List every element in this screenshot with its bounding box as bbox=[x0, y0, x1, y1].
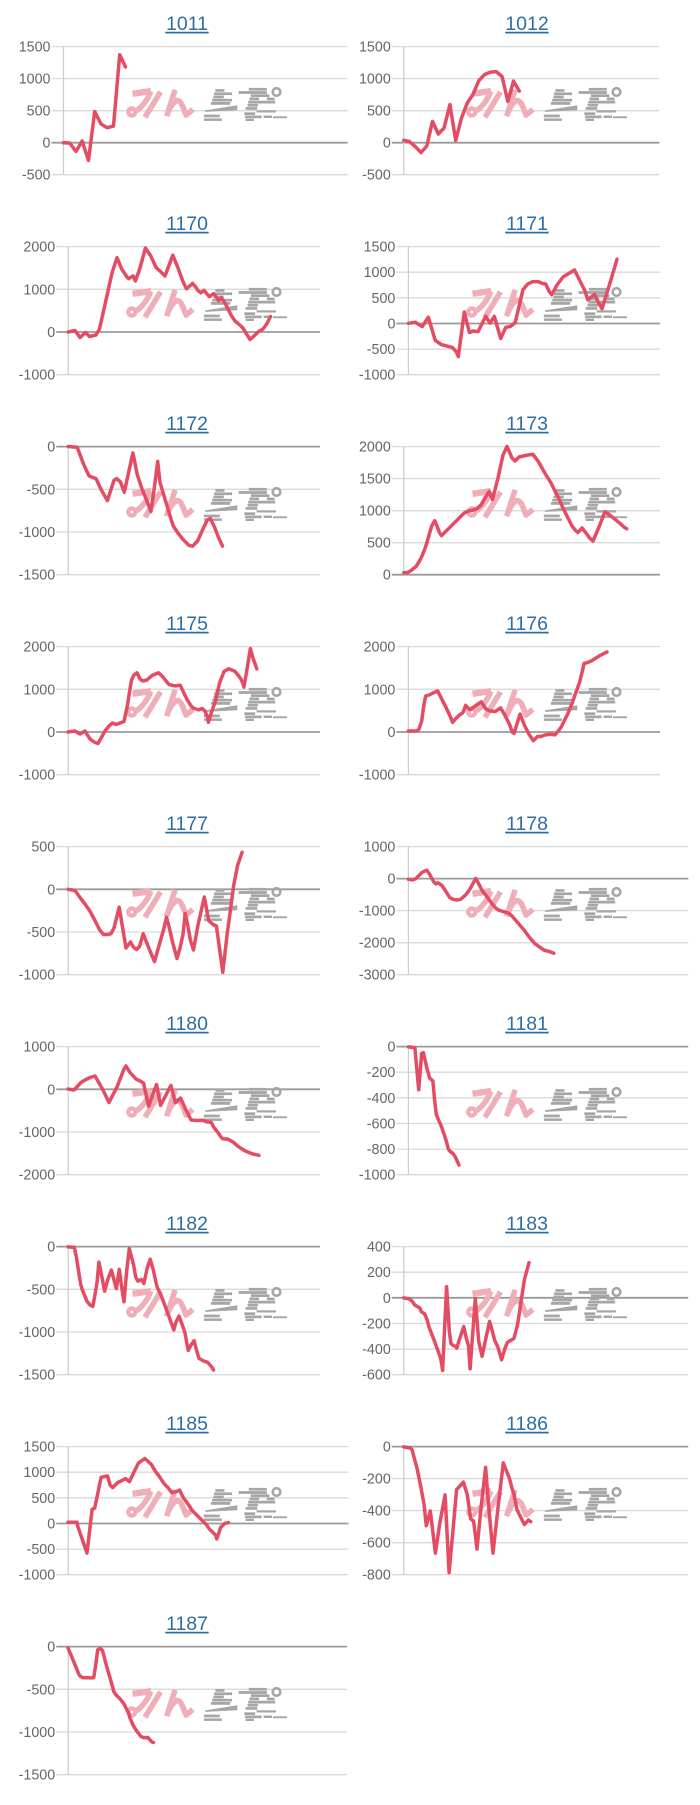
svg-text:0: 0 bbox=[47, 725, 55, 741]
svg-text:-1000: -1000 bbox=[19, 368, 56, 384]
svg-text:1500: 1500 bbox=[359, 40, 391, 56]
svg-text:-1500: -1500 bbox=[19, 1368, 56, 1384]
svg-text:1011: 1011 bbox=[166, 13, 208, 35]
svg-text:-1000: -1000 bbox=[19, 968, 56, 984]
svg-text:-500: -500 bbox=[367, 342, 396, 358]
svg-text:1185: 1185 bbox=[166, 1413, 208, 1435]
svg-text:1171: 1171 bbox=[506, 213, 548, 235]
svg-text:-500: -500 bbox=[27, 1282, 56, 1298]
svg-text:-1000: -1000 bbox=[19, 1325, 56, 1341]
svg-text:1000: 1000 bbox=[364, 840, 396, 856]
svg-text:1172: 1172 bbox=[166, 413, 208, 435]
svg-text:1187: 1187 bbox=[166, 1613, 208, 1635]
svg-text:0: 0 bbox=[47, 440, 55, 456]
svg-text:1000: 1000 bbox=[359, 504, 391, 520]
svg-text:-500: -500 bbox=[27, 1682, 56, 1698]
svg-text:2000: 2000 bbox=[359, 440, 391, 456]
svg-text:0: 0 bbox=[383, 136, 391, 152]
svg-text:2000: 2000 bbox=[364, 640, 396, 656]
svg-text:1177: 1177 bbox=[166, 813, 208, 835]
svg-text:1500: 1500 bbox=[359, 472, 391, 488]
svg-text:1000: 1000 bbox=[364, 265, 396, 281]
svg-text:0: 0 bbox=[383, 1291, 391, 1307]
svg-text:-1500: -1500 bbox=[19, 1768, 56, 1784]
svg-text:1180: 1180 bbox=[166, 1013, 208, 1035]
svg-text:-2000: -2000 bbox=[359, 936, 396, 952]
svg-text:400: 400 bbox=[367, 1240, 391, 1256]
svg-text:-600: -600 bbox=[362, 1536, 391, 1552]
svg-text:-1000: -1000 bbox=[359, 368, 396, 384]
svg-text:-1000: -1000 bbox=[359, 768, 396, 784]
svg-text:1000: 1000 bbox=[23, 282, 55, 298]
svg-text:-1000: -1000 bbox=[19, 1725, 56, 1741]
svg-text:1000: 1000 bbox=[23, 1465, 55, 1481]
svg-text:1500: 1500 bbox=[364, 240, 396, 256]
svg-text:1173: 1173 bbox=[506, 413, 548, 435]
svg-text:1500: 1500 bbox=[23, 1440, 55, 1456]
svg-text:1182: 1182 bbox=[166, 1213, 208, 1235]
svg-text:1000: 1000 bbox=[19, 72, 51, 88]
svg-text:0: 0 bbox=[47, 325, 55, 341]
svg-text:-600: -600 bbox=[362, 1368, 391, 1384]
svg-text:0: 0 bbox=[387, 872, 395, 888]
svg-text:-800: -800 bbox=[362, 1568, 391, 1584]
svg-text:500: 500 bbox=[372, 291, 396, 307]
svg-text:-200: -200 bbox=[362, 1472, 391, 1488]
svg-text:-500: -500 bbox=[27, 482, 56, 498]
svg-text:0: 0 bbox=[387, 725, 395, 741]
svg-text:1012: 1012 bbox=[505, 13, 548, 35]
svg-text:1176: 1176 bbox=[506, 613, 548, 635]
svg-text:-1500: -1500 bbox=[19, 568, 56, 584]
svg-text:-1000: -1000 bbox=[19, 1568, 56, 1584]
svg-text:-200: -200 bbox=[362, 1317, 391, 1333]
svg-text:-500: -500 bbox=[27, 925, 56, 941]
svg-text:-400: -400 bbox=[362, 1504, 391, 1520]
svg-text:0: 0 bbox=[387, 317, 395, 333]
svg-text:500: 500 bbox=[31, 1491, 55, 1507]
svg-text:500: 500 bbox=[31, 840, 55, 856]
svg-text:0: 0 bbox=[47, 1082, 55, 1098]
svg-text:-1000: -1000 bbox=[359, 904, 396, 920]
svg-text:-500: -500 bbox=[22, 168, 51, 184]
svg-text:0: 0 bbox=[43, 136, 51, 152]
svg-text:1183: 1183 bbox=[506, 1213, 548, 1235]
svg-text:-1000: -1000 bbox=[359, 1168, 396, 1184]
svg-text:-1000: -1000 bbox=[19, 768, 56, 784]
svg-text:1000: 1000 bbox=[359, 72, 391, 88]
svg-text:1181: 1181 bbox=[506, 1013, 548, 1035]
svg-text:-2000: -2000 bbox=[19, 1168, 56, 1184]
svg-text:-200: -200 bbox=[367, 1065, 396, 1081]
svg-text:-800: -800 bbox=[367, 1142, 396, 1158]
svg-text:-400: -400 bbox=[367, 1091, 396, 1107]
svg-text:2000: 2000 bbox=[23, 640, 55, 656]
svg-text:1186: 1186 bbox=[506, 1413, 548, 1435]
svg-text:0: 0 bbox=[47, 882, 55, 898]
svg-text:0: 0 bbox=[387, 1040, 395, 1056]
svg-text:0: 0 bbox=[47, 1240, 55, 1256]
svg-text:0: 0 bbox=[47, 1517, 55, 1533]
svg-text:1000: 1000 bbox=[23, 1040, 55, 1056]
svg-text:1500: 1500 bbox=[19, 40, 51, 56]
svg-text:0: 0 bbox=[47, 1640, 55, 1656]
svg-text:1000: 1000 bbox=[23, 682, 55, 698]
svg-text:2000: 2000 bbox=[23, 240, 55, 256]
svg-text:-500: -500 bbox=[27, 1542, 56, 1558]
svg-text:500: 500 bbox=[27, 104, 51, 120]
svg-text:0: 0 bbox=[383, 568, 391, 584]
svg-text:500: 500 bbox=[367, 536, 391, 552]
svg-text:1175: 1175 bbox=[166, 613, 208, 635]
svg-text:200: 200 bbox=[367, 1265, 391, 1281]
svg-text:-400: -400 bbox=[362, 1342, 391, 1358]
svg-text:1000: 1000 bbox=[364, 682, 396, 698]
svg-text:1170: 1170 bbox=[166, 213, 208, 235]
svg-text:-1000: -1000 bbox=[19, 1125, 56, 1141]
svg-text:-3000: -3000 bbox=[359, 968, 396, 984]
svg-text:-500: -500 bbox=[362, 168, 391, 184]
svg-text:-1000: -1000 bbox=[19, 525, 56, 541]
svg-text:1178: 1178 bbox=[506, 813, 548, 835]
svg-text:-600: -600 bbox=[367, 1117, 396, 1133]
svg-text:500: 500 bbox=[367, 104, 391, 120]
svg-text:0: 0 bbox=[383, 1440, 391, 1456]
